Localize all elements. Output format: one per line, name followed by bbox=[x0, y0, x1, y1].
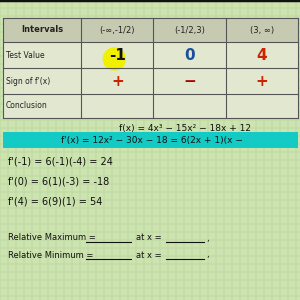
Text: Intervals: Intervals bbox=[21, 26, 63, 34]
Text: f'(-1) = 6(-1)(-4) = 24: f'(-1) = 6(-1)(-4) = 24 bbox=[8, 157, 113, 167]
Text: Sign of f'(x): Sign of f'(x) bbox=[6, 76, 50, 85]
Text: f'(0) = 6(1)(-3) = -18: f'(0) = 6(1)(-3) = -18 bbox=[8, 177, 109, 187]
Text: at x =: at x = bbox=[136, 233, 164, 242]
Bar bbox=[3, 18, 298, 42]
Bar bbox=[3, 18, 298, 118]
Text: Conclusion: Conclusion bbox=[6, 101, 48, 110]
Text: (-∞,-1/2): (-∞,-1/2) bbox=[100, 26, 135, 34]
Text: at x =: at x = bbox=[136, 250, 164, 260]
Text: f'(x) = 12x² − 30x − 18 = 6(2x + 1)(x −: f'(x) = 12x² − 30x − 18 = 6(2x + 1)(x − bbox=[61, 136, 243, 145]
Circle shape bbox=[103, 48, 125, 70]
Text: f(x) = 4x³ − 15x² − 18x + 12: f(x) = 4x³ − 15x² − 18x + 12 bbox=[119, 124, 251, 133]
Bar bbox=[3, 132, 298, 148]
Text: -1: -1 bbox=[109, 47, 126, 62]
Text: 0: 0 bbox=[184, 47, 195, 62]
Text: (3, ∞): (3, ∞) bbox=[250, 26, 274, 34]
Text: ,: , bbox=[206, 250, 208, 260]
Text: +: + bbox=[111, 74, 124, 88]
Text: Relative Maximum =: Relative Maximum = bbox=[8, 233, 98, 242]
Text: +: + bbox=[256, 74, 268, 88]
Text: f'(4) = 6(9)(1) = 54: f'(4) = 6(9)(1) = 54 bbox=[8, 197, 102, 207]
Text: (-1/2,3): (-1/2,3) bbox=[174, 26, 205, 34]
Text: 4: 4 bbox=[256, 47, 267, 62]
Text: ,: , bbox=[206, 233, 208, 242]
Text: Test Value: Test Value bbox=[6, 50, 45, 59]
Text: −: − bbox=[183, 74, 196, 88]
Text: Relative Minimum =: Relative Minimum = bbox=[8, 250, 96, 260]
